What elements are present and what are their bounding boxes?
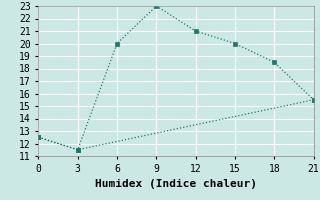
- X-axis label: Humidex (Indice chaleur): Humidex (Indice chaleur): [95, 179, 257, 189]
